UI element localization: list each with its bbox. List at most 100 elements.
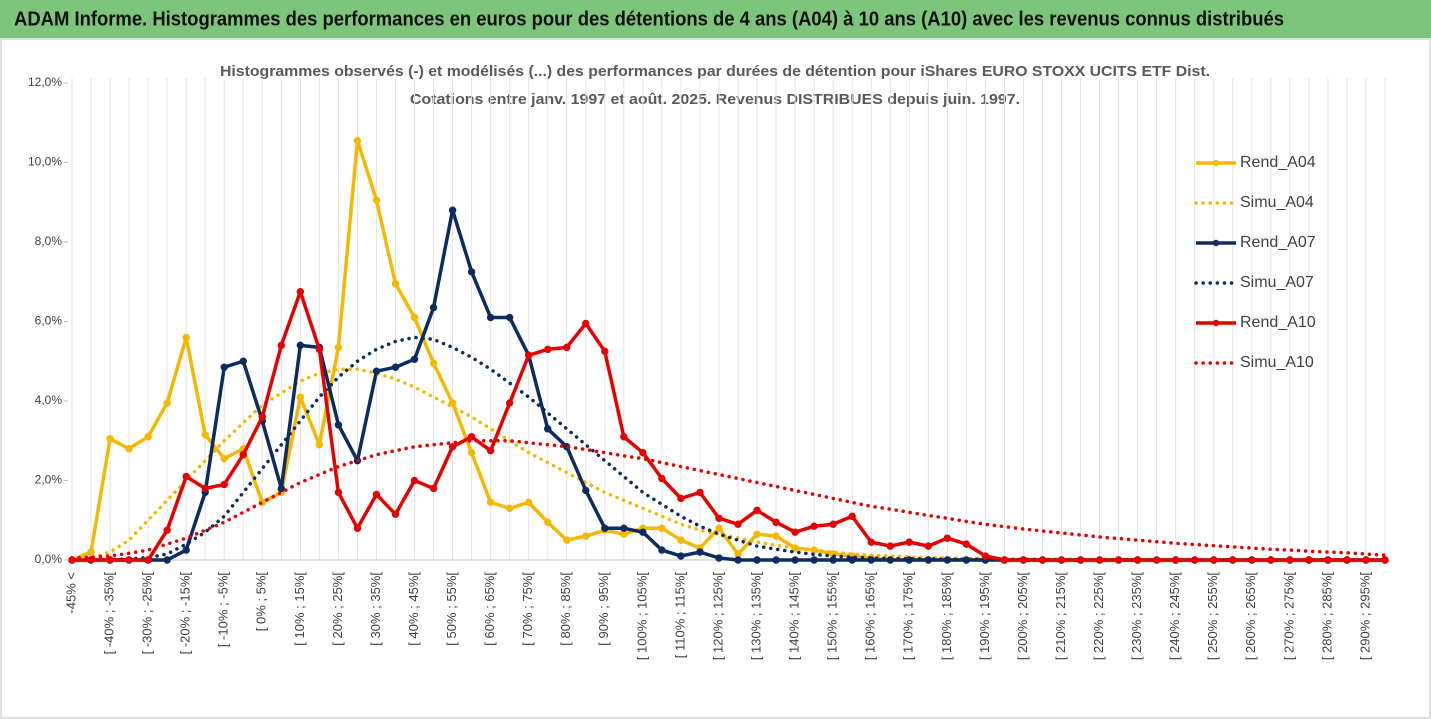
data-point (429, 484, 438, 493)
data-point (677, 494, 685, 503)
legend-label: Rend_A04 (1240, 154, 1316, 171)
series-line (70, 367, 1387, 562)
data-point (486, 446, 495, 455)
data-point (448, 399, 457, 407)
data-point (296, 393, 305, 401)
data-point (905, 538, 913, 546)
data-point (391, 280, 400, 288)
data-point (125, 445, 133, 453)
data-point (125, 556, 133, 564)
data-point (791, 556, 799, 564)
x-tick-label: [ 10% ; 15%[ (292, 572, 307, 646)
data-point (1171, 556, 1180, 564)
data-point (1095, 556, 1104, 564)
data-point (505, 399, 514, 407)
y-tick-label: 0,0% (35, 552, 63, 566)
x-tick-label: [ 60% ; 65%[ (482, 572, 497, 646)
data-point (886, 542, 894, 550)
data-point (201, 484, 209, 493)
x-tick-label: [ 170% ; 175%[ (901, 572, 916, 661)
data-point (620, 433, 628, 441)
data-point (829, 556, 837, 564)
data-point (772, 532, 780, 540)
x-tick-label: -45% < (63, 572, 78, 614)
data-point (696, 548, 704, 556)
series-line (70, 439, 1387, 560)
chart-title: Histogrammes observés (-) et modélisés (… (220, 63, 1210, 80)
data-point (810, 522, 818, 530)
data-point (1114, 556, 1123, 564)
data-point (1210, 556, 1218, 564)
x-tick-label: [ 110% ; 115%[ (672, 572, 687, 659)
data-point (1133, 556, 1142, 564)
data-point (544, 425, 552, 433)
x-tick-label: [ 280% ; 285%[ (1319, 572, 1334, 661)
legend-label: Rend_A10 (1240, 314, 1316, 331)
data-point (467, 268, 476, 276)
data-point (201, 431, 209, 439)
data-point (486, 313, 495, 322)
data-point (563, 536, 571, 544)
legend-label: Simu_A04 (1240, 194, 1314, 211)
data-point (1000, 556, 1009, 564)
data-point (734, 556, 742, 564)
data-point (486, 498, 495, 507)
data-point (1343, 556, 1351, 564)
chart-area (0, 38, 1431, 719)
data-point (544, 518, 552, 526)
data-point (582, 319, 590, 328)
data-point (601, 347, 609, 356)
data-point (620, 524, 628, 532)
y-tick-label: 10,0% (28, 155, 62, 169)
data-point (715, 524, 723, 532)
data-point (829, 520, 837, 528)
y-tick-label: 6,0% (35, 314, 63, 328)
data-point (372, 490, 381, 499)
data-point (429, 303, 438, 312)
data-point (144, 556, 152, 564)
data-point (639, 448, 647, 457)
data-point (182, 472, 190, 481)
x-tick-label: [ 220% ; 225%[ (1091, 572, 1106, 661)
data-point (924, 542, 933, 550)
data-point (315, 441, 324, 449)
data-point (582, 486, 590, 495)
data-point (296, 341, 305, 350)
data-point (753, 506, 761, 515)
legend-label: Simu_A10 (1240, 354, 1314, 371)
data-point (848, 512, 856, 520)
data-point (239, 450, 247, 459)
data-point (563, 343, 571, 352)
data-point (391, 363, 400, 371)
data-point (353, 524, 362, 532)
data-point (772, 518, 780, 526)
data-point (1152, 556, 1161, 564)
data-point (715, 554, 723, 562)
data-point (1267, 556, 1275, 564)
data-point (1324, 556, 1332, 564)
data-point (544, 345, 552, 354)
data-point (1286, 556, 1294, 564)
data-point (1057, 556, 1066, 564)
x-tick-label: [ 240% ; 245%[ (1167, 572, 1182, 661)
data-point (753, 530, 761, 538)
data-point (258, 413, 266, 421)
data-point (943, 534, 952, 542)
data-point (601, 524, 609, 532)
data-point (677, 552, 685, 560)
data-point (144, 433, 152, 441)
data-point (106, 556, 114, 564)
header-bar (0, 0, 1431, 38)
x-tick-label: [ -10% ; -5%[ (216, 572, 231, 648)
data-point (296, 287, 305, 296)
data-point (353, 136, 362, 145)
x-tick-label: [ -40% ; -35%[ (101, 572, 116, 655)
legend-marker (1212, 239, 1220, 247)
data-point (239, 357, 247, 365)
x-tick-label: [ 120% ; 125%[ (710, 572, 725, 661)
data-point (372, 196, 381, 204)
data-point (658, 524, 666, 532)
data-point (391, 510, 400, 518)
legend-marker (1212, 159, 1220, 167)
x-tick-label: [ 260% ; 265%[ (1243, 572, 1258, 661)
